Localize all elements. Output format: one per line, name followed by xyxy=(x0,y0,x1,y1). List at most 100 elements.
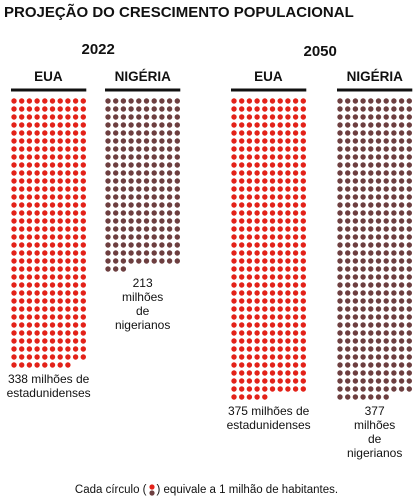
dot xyxy=(391,354,397,360)
dot xyxy=(254,298,260,304)
dot xyxy=(269,202,276,208)
dot xyxy=(65,234,71,240)
dot xyxy=(368,394,374,400)
dot xyxy=(352,194,359,200)
dot xyxy=(128,234,134,240)
dot xyxy=(345,146,351,152)
dot xyxy=(360,394,366,400)
dot xyxy=(239,378,245,384)
dot xyxy=(360,226,366,232)
dot xyxy=(65,354,71,360)
dot xyxy=(128,122,134,128)
dot xyxy=(383,314,389,320)
dot xyxy=(143,178,150,184)
dot xyxy=(345,178,351,184)
dot xyxy=(262,250,268,256)
dot xyxy=(360,346,366,352)
dot xyxy=(136,202,142,208)
dot xyxy=(300,370,306,376)
dot xyxy=(292,290,299,296)
dot xyxy=(345,266,351,272)
dot xyxy=(72,154,79,160)
dot xyxy=(398,274,405,280)
dot xyxy=(345,346,351,352)
dot xyxy=(80,298,87,304)
dot xyxy=(277,314,283,320)
dot xyxy=(42,178,48,184)
dot xyxy=(34,266,40,272)
dot xyxy=(398,138,405,144)
dot xyxy=(80,330,87,336)
dot xyxy=(391,242,397,248)
dot xyxy=(406,194,412,200)
dot xyxy=(360,314,366,320)
dot xyxy=(285,106,291,112)
dot xyxy=(49,162,56,168)
dot xyxy=(65,266,71,272)
dot xyxy=(375,210,382,216)
dot xyxy=(360,386,366,392)
dot xyxy=(72,202,79,208)
dot xyxy=(285,322,291,328)
dot xyxy=(42,162,48,168)
dot xyxy=(406,146,412,152)
dot xyxy=(375,138,382,144)
dot xyxy=(254,146,260,152)
dot xyxy=(128,138,134,144)
dot xyxy=(345,322,351,328)
dot xyxy=(391,298,397,304)
dot xyxy=(391,346,397,352)
dot xyxy=(292,170,299,176)
dot xyxy=(239,298,245,304)
dot xyxy=(65,282,71,288)
dot xyxy=(269,346,276,352)
dot xyxy=(128,178,134,184)
dot xyxy=(42,258,48,264)
dot xyxy=(246,114,253,120)
dot xyxy=(352,146,359,152)
dot xyxy=(72,330,79,336)
dot xyxy=(49,258,56,264)
dot xyxy=(391,162,397,168)
dot xyxy=(269,178,276,184)
dot xyxy=(269,242,276,248)
dot xyxy=(337,394,343,400)
icon-dot xyxy=(148,484,155,490)
dot xyxy=(375,290,382,296)
dot xyxy=(292,378,299,384)
dot xyxy=(136,194,142,200)
dot xyxy=(352,98,359,104)
dot xyxy=(383,98,389,104)
dot xyxy=(277,370,283,376)
dot xyxy=(57,170,63,176)
dot xyxy=(65,314,71,320)
dot xyxy=(292,146,299,152)
dot xyxy=(337,122,343,128)
dot xyxy=(337,186,343,192)
dot xyxy=(34,362,40,368)
dot xyxy=(368,354,374,360)
dot xyxy=(277,114,283,120)
dot xyxy=(136,226,142,232)
dot xyxy=(166,138,173,144)
dot xyxy=(26,306,33,312)
dot xyxy=(285,266,291,272)
dot xyxy=(166,106,173,112)
dot xyxy=(368,146,374,152)
dot xyxy=(269,146,276,152)
dot xyxy=(262,138,268,144)
dot xyxy=(254,194,260,200)
dot xyxy=(26,202,33,208)
dot xyxy=(345,226,351,232)
dot xyxy=(34,106,40,112)
dot xyxy=(406,378,412,384)
dot xyxy=(72,258,79,264)
dot xyxy=(285,330,291,336)
dot xyxy=(269,250,276,256)
dot xyxy=(49,314,56,320)
dot xyxy=(136,98,142,104)
dot xyxy=(254,130,260,136)
dot xyxy=(231,266,237,272)
dot xyxy=(11,186,17,192)
dot xyxy=(151,138,157,144)
